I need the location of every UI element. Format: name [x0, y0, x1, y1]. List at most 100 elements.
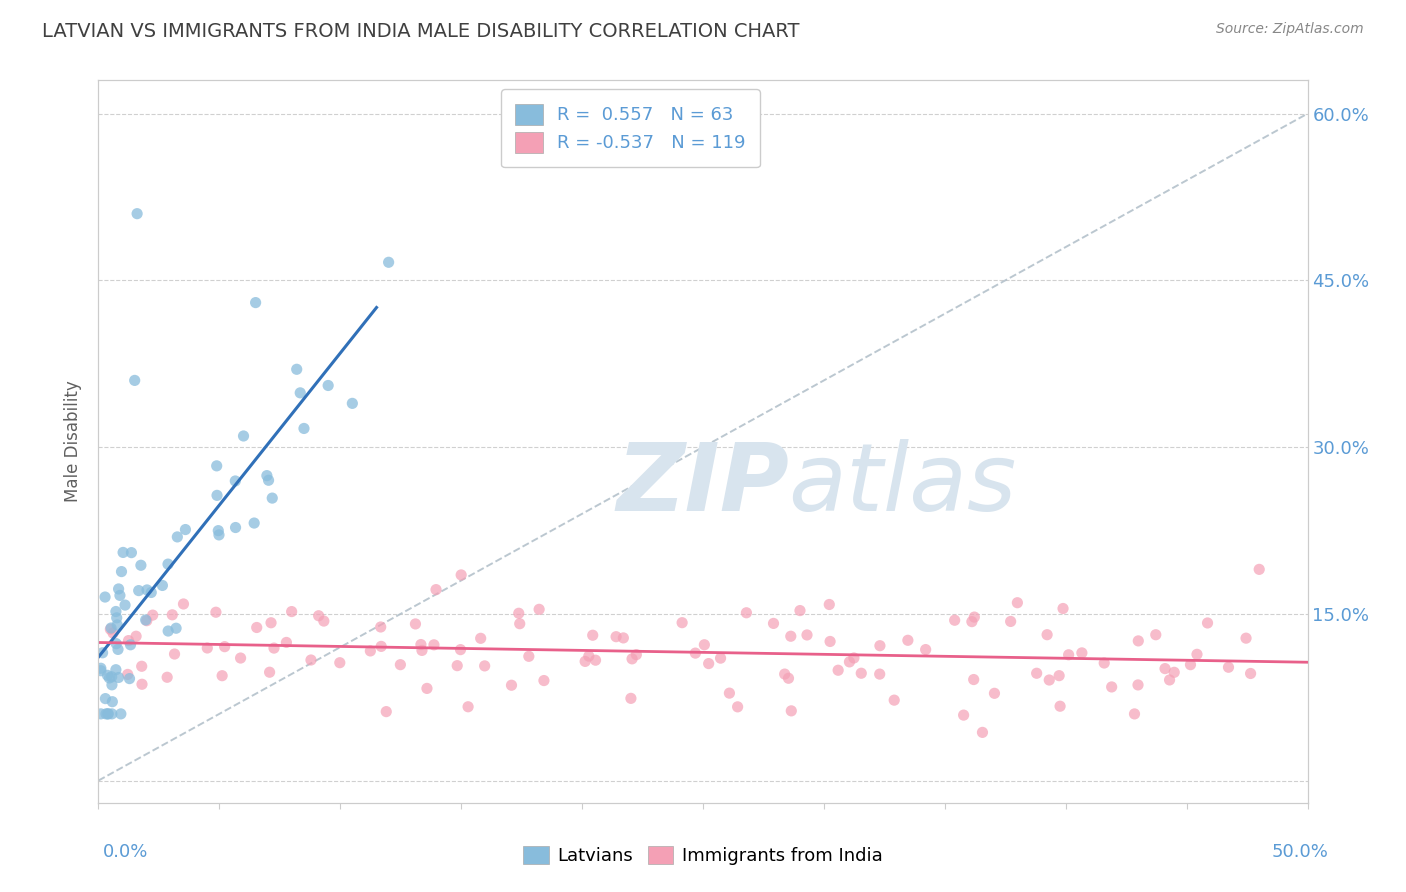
- Point: [963, 610, 986, 624]
- Point: [1197, 615, 1219, 630]
- Point: [457, 699, 479, 714]
- Point: [838, 655, 860, 669]
- Point: [914, 642, 936, 657]
- Point: [98, 671, 121, 685]
- Point: [110, 706, 132, 721]
- Point: [582, 628, 605, 642]
- Point: [718, 686, 741, 700]
- Point: [259, 665, 281, 680]
- Point: [174, 523, 197, 537]
- Point: [621, 652, 644, 666]
- Point: [312, 614, 335, 628]
- Point: [585, 653, 607, 667]
- Point: [404, 616, 426, 631]
- Point: [342, 396, 364, 410]
- Point: [107, 671, 129, 685]
- Point: [127, 207, 149, 221]
- Point: [952, 708, 974, 723]
- Text: LATVIAN VS IMMIGRANTS FROM INDIA MALE DISABILITY CORRELATION CHART: LATVIAN VS IMMIGRANTS FROM INDIA MALE DI…: [42, 22, 800, 41]
- Point: [207, 524, 229, 538]
- Point: [1234, 631, 1257, 645]
- Point: [208, 528, 231, 542]
- Point: [114, 598, 136, 612]
- Point: [112, 545, 135, 559]
- Point: [110, 565, 132, 579]
- Point: [1038, 673, 1060, 687]
- Point: [470, 632, 492, 646]
- Point: [97, 706, 120, 721]
- Point: [162, 607, 184, 622]
- Point: [100, 670, 122, 684]
- Point: [773, 667, 796, 681]
- Point: [612, 631, 634, 645]
- Point: [897, 633, 920, 648]
- Point: [98, 622, 121, 636]
- Point: [105, 618, 128, 632]
- Y-axis label: Male Disability: Male Disability: [65, 381, 83, 502]
- Point: [869, 667, 891, 681]
- Point: [299, 653, 322, 667]
- Point: [693, 638, 716, 652]
- Point: [527, 602, 550, 616]
- Point: [983, 686, 1005, 700]
- Text: ZIP: ZIP: [617, 439, 789, 531]
- Point: [960, 615, 983, 629]
- Point: [142, 608, 165, 623]
- Point: [1025, 666, 1047, 681]
- Point: [818, 598, 841, 612]
- Point: [141, 585, 163, 599]
- Text: atlas: atlas: [789, 440, 1017, 531]
- Point: [90, 661, 112, 675]
- Point: [1057, 648, 1080, 662]
- Point: [124, 373, 146, 387]
- Point: [100, 621, 122, 635]
- Point: [409, 638, 432, 652]
- Point: [107, 642, 129, 657]
- Point: [243, 516, 266, 530]
- Point: [789, 603, 811, 617]
- Point: [423, 638, 446, 652]
- Point: [90, 664, 112, 678]
- Point: [778, 671, 800, 685]
- Point: [195, 640, 218, 655]
- Point: [1123, 706, 1146, 721]
- Point: [508, 607, 530, 621]
- Point: [411, 643, 433, 657]
- Point: [135, 614, 157, 628]
- Point: [796, 628, 818, 642]
- Point: [260, 615, 283, 630]
- Point: [1144, 628, 1167, 642]
- Point: [211, 669, 233, 683]
- Legend: R =  0.557   N = 63, R = -0.537   N = 119: R = 0.557 N = 63, R = -0.537 N = 119: [501, 89, 759, 167]
- Point: [1101, 680, 1123, 694]
- Point: [517, 649, 540, 664]
- Point: [224, 474, 246, 488]
- Text: 50.0%: 50.0%: [1272, 843, 1329, 861]
- Point: [117, 667, 139, 681]
- Point: [276, 635, 298, 649]
- Point: [96, 668, 118, 682]
- Point: [450, 642, 472, 657]
- Point: [157, 624, 180, 638]
- Point: [533, 673, 555, 688]
- Point: [709, 651, 731, 665]
- Point: [90, 706, 112, 721]
- Point: [245, 295, 267, 310]
- Point: [416, 681, 439, 696]
- Point: [163, 647, 186, 661]
- Point: [377, 255, 399, 269]
- Point: [605, 630, 627, 644]
- Point: [165, 621, 187, 635]
- Point: [152, 578, 174, 592]
- Point: [1007, 596, 1029, 610]
- Point: [509, 616, 531, 631]
- Point: [129, 558, 152, 573]
- Point: [1163, 665, 1185, 680]
- Point: [1159, 673, 1181, 687]
- Point: [128, 583, 150, 598]
- Point: [262, 491, 284, 505]
- Point: [425, 582, 447, 597]
- Point: [574, 654, 596, 668]
- Point: [735, 606, 758, 620]
- Text: Source: ZipAtlas.com: Source: ZipAtlas.com: [1216, 22, 1364, 37]
